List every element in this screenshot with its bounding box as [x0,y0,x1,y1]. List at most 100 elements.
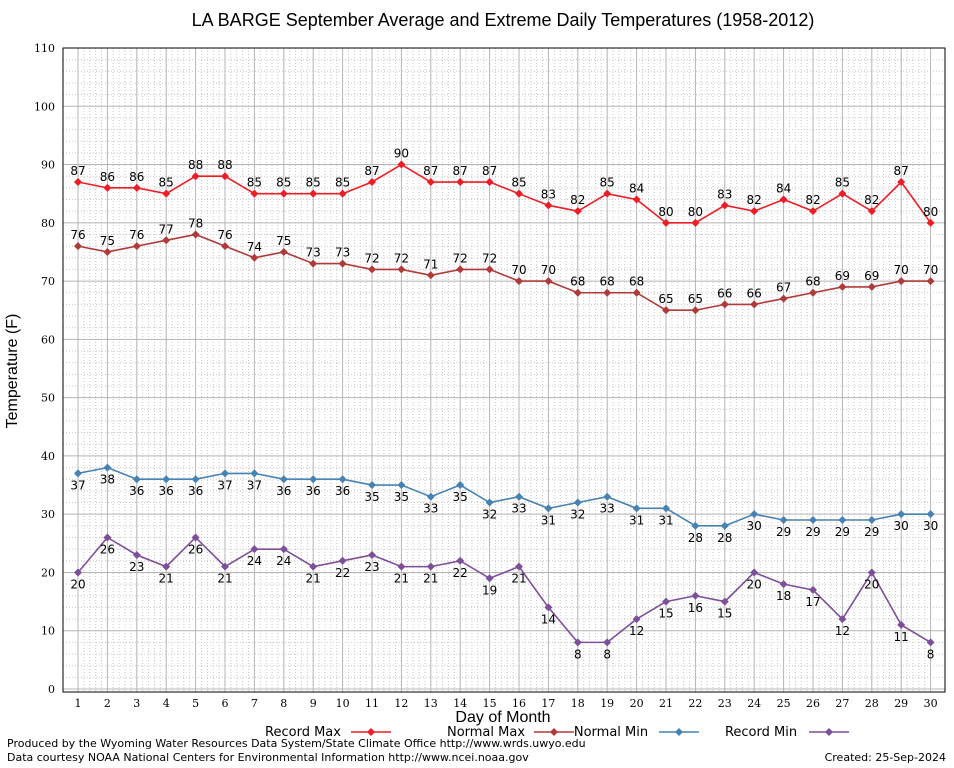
data-label: 68 [600,275,615,289]
data-point [456,556,465,565]
data-label: 87 [364,164,379,178]
x-tick-label: 24 [747,697,761,710]
data-label: 65 [658,292,673,306]
data-point [779,516,788,525]
data-label: 37 [70,478,85,492]
data-point [162,475,171,484]
data-point [250,189,259,198]
x-tick-label: 17 [541,697,555,710]
data-label: 82 [805,193,820,207]
data-label: 84 [776,182,791,196]
data-label: 31 [629,513,644,527]
data-point [103,533,112,542]
data-point [397,265,406,274]
data-label: 35 [394,490,409,504]
data-point [662,306,670,315]
data-point [632,288,641,297]
data-label: 82 [864,193,879,207]
data-label: 33 [600,502,615,516]
data-point [426,562,435,571]
data-label: 30 [894,519,909,533]
x-tick-label: 30 [924,697,938,710]
data-point [515,189,523,198]
data-label: 87 [453,164,468,178]
data-label: 17 [805,595,820,609]
data-label: 15 [717,607,732,621]
data-point [103,463,112,472]
data-point [809,585,817,594]
data-point [515,277,523,286]
data-label: 88 [188,158,203,172]
legend-label: Normal Min [574,725,648,740]
data-point [250,253,259,262]
data-point [309,189,318,198]
data-label: 72 [394,251,409,265]
data-label: 21 [306,572,321,586]
data-point [221,172,229,181]
data-label: 84 [629,182,644,196]
legend-item-normal-max: Normal Max [447,725,574,740]
data-label: 22 [335,566,350,580]
data-label: 85 [247,176,262,190]
data-label: 36 [335,484,350,498]
data-point [867,207,876,216]
data-label: 31 [658,513,673,527]
data-point [485,178,494,187]
data-label: 8 [927,647,935,661]
data-label: 65 [688,292,703,306]
data-point [867,516,876,525]
data-point [191,533,200,542]
data-label: 21 [511,572,526,586]
y-tick-label: 30 [41,508,55,521]
data-label: 32 [570,508,585,522]
data-label: 29 [835,525,850,539]
data-point [74,568,82,577]
x-tick-label: 15 [483,697,497,710]
x-tick-label: 19 [600,697,614,710]
data-label: 21 [159,572,174,586]
data-label: 29 [776,525,791,539]
data-label: 72 [453,251,468,265]
data-point [573,638,582,647]
x-tick-label: 28 [865,697,879,710]
data-label: 36 [306,484,321,498]
data-label: 66 [717,286,732,300]
data-label: 24 [247,554,262,568]
series-line-record-max [77,163,932,224]
data-point [338,259,347,268]
data-label: 20 [747,577,762,591]
data-label: 14 [541,612,556,626]
data-point [103,247,112,256]
data-point [74,469,82,478]
data-point [426,178,435,187]
data-point [750,510,759,519]
data-label: 76 [129,228,144,242]
x-tick-label: 11 [365,697,379,710]
data-label: 12 [835,624,850,638]
credit-line-producer: Produced by the Wyoming Water Resources … [7,737,586,750]
data-point [338,556,347,565]
data-label: 8 [574,647,582,661]
legend-swatch-marker [367,728,375,736]
legend-label: Record Max [265,725,341,740]
data-label: 85 [335,176,350,190]
data-point [573,498,582,507]
data-point [897,178,906,187]
data-point [338,189,347,198]
data-label: 85 [835,176,850,190]
credit-line-data-source: Data courtesy NOAA National Centers for … [7,751,529,764]
x-tick-label: 23 [718,697,732,710]
data-point [603,288,612,297]
x-axis-label: Day of Month [455,709,550,726]
data-point [162,236,171,245]
data-label: 37 [217,478,232,492]
data-label: 80 [923,205,938,219]
data-point [603,638,612,647]
series-line-normal-min [77,466,931,527]
x-tick-label: 26 [806,697,820,710]
data-label: 11 [894,630,909,644]
data-label: 19 [482,583,497,597]
created-date: Created: 25-Sep-2024 [824,751,946,764]
data-label: 70 [923,263,938,277]
